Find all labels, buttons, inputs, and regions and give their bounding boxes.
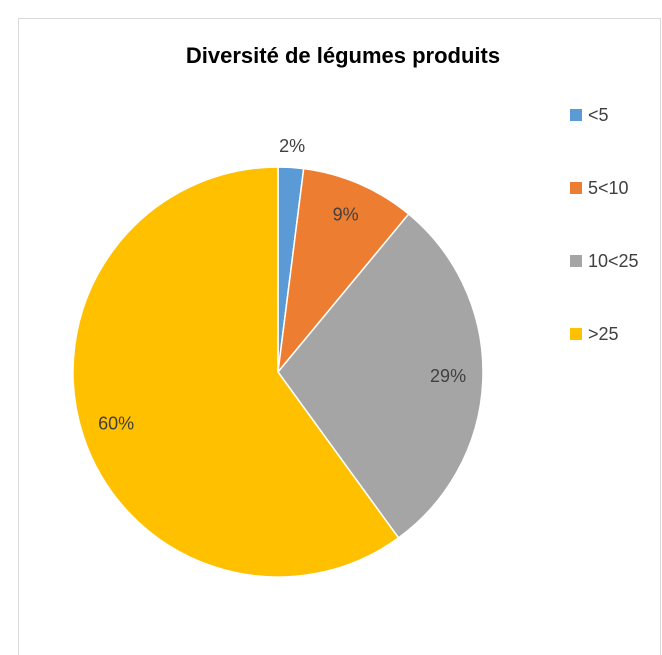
chart-title: Diversité de légumes produits: [186, 43, 500, 68]
data-label: 29%: [430, 366, 466, 386]
chart-frame: [18, 18, 661, 655]
data-label: 60%: [98, 413, 134, 433]
legend-label: 5<10: [588, 178, 629, 198]
legend-swatch: [570, 182, 582, 194]
pie-slice: [276, 167, 410, 375]
data-label: 9%: [333, 205, 359, 225]
legend-swatch: [570, 109, 582, 121]
legend-label: 10<25: [588, 251, 639, 271]
pie-slice: [277, 212, 484, 539]
legend-swatch: [570, 328, 582, 340]
pie-slice: [72, 166, 400, 578]
legend-swatch: [570, 255, 582, 267]
legend-label: >25: [588, 324, 619, 344]
data-label: 2%: [279, 136, 305, 156]
legend-label: <5: [588, 105, 609, 125]
